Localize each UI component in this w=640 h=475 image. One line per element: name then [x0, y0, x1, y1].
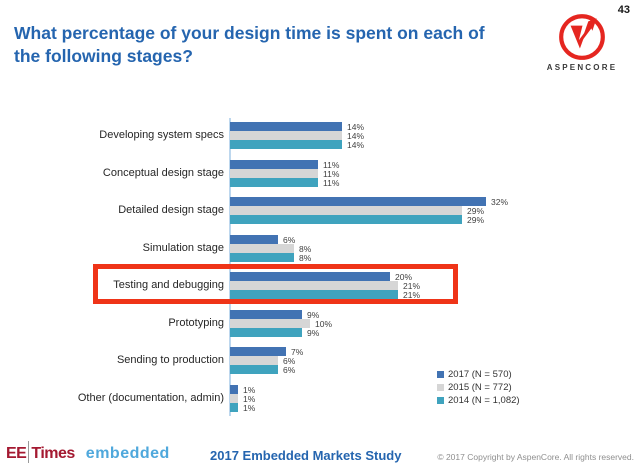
bar — [230, 243, 294, 253]
value-label: 32% — [491, 197, 509, 207]
bar — [230, 384, 238, 394]
legend: 2017 (N = 570) 2015 (N = 772) 2014 (N = 1,… — [437, 368, 520, 407]
value-label: 14% — [347, 122, 365, 132]
page-number: 43 — [617, 4, 630, 16]
value-label: 7% — [291, 347, 304, 357]
value-label: 1% — [243, 384, 256, 395]
category-label: Prototyping — [168, 316, 224, 329]
bar — [230, 356, 278, 365]
value-label: 21% — [403, 290, 421, 300]
category-label: Developing system specs — [99, 129, 224, 141]
legend-label: 2017 (N = 570) — [448, 369, 512, 380]
bar — [230, 168, 318, 178]
bar — [230, 159, 318, 169]
aspencore-logo: ASPENCORE — [540, 10, 624, 72]
bar — [230, 327, 302, 337]
value-label: 29% — [467, 206, 485, 216]
embedded-logo-text: embedded — [85, 445, 170, 462]
legend-label: 2014 (N = 1,082) — [448, 395, 520, 406]
copyright-notice: © 2017 Copyright by AspenCore. All right… — [437, 452, 634, 462]
value-label: 9% — [307, 327, 320, 338]
legend-item: 2015 (N = 772) — [437, 381, 520, 394]
bar — [230, 347, 286, 356]
bar — [230, 234, 278, 244]
value-label: 11% — [323, 177, 340, 188]
value-label: 1% — [243, 393, 256, 404]
value-label: 14% — [347, 131, 365, 141]
bar — [230, 402, 238, 412]
value-label: 29% — [467, 215, 485, 225]
value-label: 9% — [307, 309, 320, 320]
bar — [230, 140, 342, 149]
bar — [230, 290, 398, 299]
bar — [230, 206, 462, 215]
eetimes-embedded-logo: EE Times embedded — [6, 441, 170, 465]
value-label: 11% — [323, 168, 340, 179]
value-label: 11% — [323, 159, 340, 170]
category-label: Sending to production — [116, 354, 224, 366]
bar — [230, 393, 238, 403]
eetimes-logo-divider — [28, 441, 30, 463]
bar — [230, 252, 294, 262]
legend-marker-icon — [437, 371, 444, 378]
bar — [230, 177, 318, 187]
category-label: Other (documentation, admin) — [77, 391, 224, 404]
legend-label: 2015 (N = 772) — [448, 382, 512, 393]
bar — [230, 272, 390, 281]
value-label: 10% — [315, 318, 333, 329]
category-label: Testing and debugging — [113, 279, 224, 291]
value-label: 21% — [403, 281, 421, 291]
study-title: 2017 Embedded Markets Study — [210, 448, 402, 463]
page-title: What percentage of your design time is s… — [14, 23, 485, 66]
bar — [230, 131, 342, 140]
eetimes-logo-ee: EE — [6, 445, 27, 462]
value-label: 8% — [299, 243, 312, 254]
category-label: Detailed design stage — [118, 204, 224, 216]
highlight-box — [93, 264, 458, 304]
bar — [230, 122, 342, 131]
value-label: 6% — [283, 356, 296, 366]
value-label: 14% — [347, 140, 365, 150]
bar — [230, 365, 278, 374]
category-label: Simulation stage — [142, 241, 224, 254]
bar — [230, 215, 462, 224]
bar — [230, 197, 486, 206]
value-label: 6% — [283, 365, 296, 375]
category-label: Conceptual design stage — [102, 166, 224, 179]
bar — [230, 318, 310, 328]
legend-item: 2017 (N = 570) — [437, 368, 520, 381]
bar — [230, 309, 302, 319]
aspencore-logo-icon — [559, 14, 605, 60]
value-label: 8% — [299, 252, 312, 263]
legend-marker-icon — [437, 397, 444, 404]
legend-item: 2014 (N = 1,082) — [437, 394, 520, 407]
eetimes-logo-times: Times — [31, 445, 75, 462]
value-label: 20% — [395, 272, 413, 282]
value-label: 1% — [243, 402, 256, 413]
legend-marker-icon — [437, 384, 444, 391]
bar — [230, 281, 398, 290]
aspencore-logo-text: ASPENCORE — [546, 63, 618, 72]
value-label: 6% — [283, 234, 296, 245]
